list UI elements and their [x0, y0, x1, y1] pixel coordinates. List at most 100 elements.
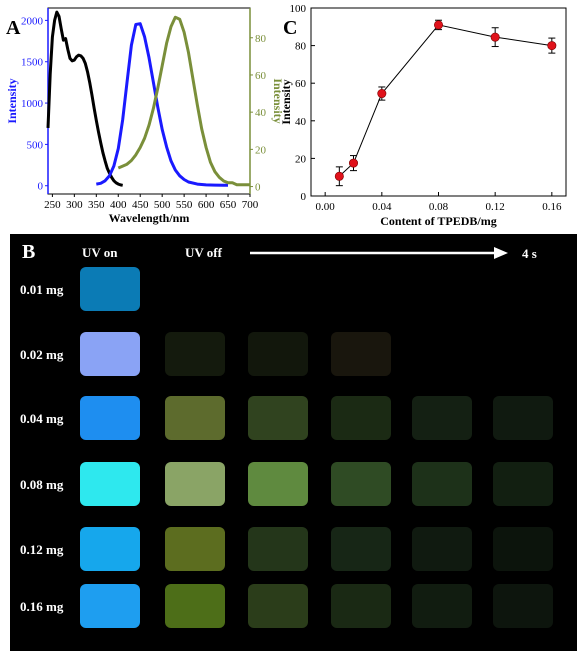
uv-off-sample: [331, 267, 391, 311]
row-label: 0.04 mg: [20, 411, 64, 426]
panel-a: A Intensity Intensity Wavelength/nm 250 3…: [5, 7, 285, 225]
uv-off-sample: [331, 462, 391, 506]
panel-c-data-point: [377, 89, 387, 99]
panel-b: B UV on UV off 4 s 0.01 mg 0.02 mg 0.04 mg…: [10, 234, 577, 651]
panel-a-left-ytick-label: 1000: [21, 98, 44, 110]
panel-a-xtick-label: 400: [110, 199, 127, 211]
panel-a-right-ytick-label: 60: [255, 70, 267, 82]
uv-off-sample: [493, 267, 553, 311]
uv-off-sample: [412, 396, 472, 440]
panel-a-xtick-label: 700: [242, 199, 259, 211]
uv-off-sample: [412, 267, 472, 311]
panel-c-ytick-label: 20: [295, 153, 307, 165]
panel-c-xlabel: Content of TPEDB/mg: [380, 214, 496, 228]
panel-a-right-ytick-label: 0: [255, 182, 261, 194]
header-uv-off: UV off: [185, 245, 223, 260]
uv-off-sample: [331, 527, 391, 571]
photo-rows: 0.01 mg 0.02 mg 0.04 mg 0.08 mg 0.12 mg 0.16 …: [20, 267, 553, 628]
panel-a-left-ytick-label: 1500: [21, 57, 44, 69]
panel-a-series-line-0: [46, 10, 123, 187]
panel-a-plot-frame: [47, 7, 251, 195]
row-label: 0.02 mg: [20, 347, 64, 362]
panel-a-left-ytick-label: 2000: [21, 15, 44, 27]
uv-off-sample: [412, 462, 472, 506]
panel-c-ytick-label: 80: [295, 41, 307, 53]
uv-off-sample: [493, 527, 553, 571]
uv-off-sample: [165, 267, 225, 311]
panel-a-xtick-label: 550: [176, 199, 193, 211]
panel-a-right-ytick-label: 40: [255, 107, 267, 119]
panel-a-left-ytick-label: 0: [38, 181, 44, 193]
panel-c-ytick-label: 40: [295, 116, 307, 128]
panel-c-xtick-label: 0.08: [429, 201, 449, 213]
uv-off-sample: [248, 332, 308, 376]
panel-a-xtick-label: 500: [154, 199, 171, 211]
header-uv-on: UV on: [82, 245, 118, 260]
panel-letter-b: B: [22, 241, 35, 263]
uv-off-sample: [165, 584, 225, 628]
uv-off-sample: [331, 396, 391, 440]
uv-off-sample: [165, 396, 225, 440]
panel-c-xtick-label: 0.12: [486, 201, 505, 213]
uv-off-sample: [412, 332, 472, 376]
panel-c-data-point: [348, 158, 358, 168]
row-label: 0.16 mg: [20, 599, 64, 614]
uv-on-sample: [80, 332, 140, 376]
row-label: 0.08 mg: [20, 477, 64, 492]
panel-letter-c: C: [283, 17, 297, 39]
panel-c-ytick-label: 0: [301, 191, 307, 203]
uv-off-sample: [248, 584, 308, 628]
uv-off-sample: [248, 267, 308, 311]
panel-c-ylabel: Intensity: [279, 79, 293, 124]
uv-on-sample: [80, 584, 140, 628]
panel-c-data-point: [547, 41, 557, 51]
panel-c-xtick-label: 0.04: [372, 201, 392, 213]
panel-a-xtick-label: 450: [132, 199, 149, 211]
row-label: 0.12 mg: [20, 542, 64, 557]
panel-c-plot-frame: [310, 7, 567, 197]
panel-c-xtick-label: 0.16: [542, 201, 562, 213]
panel-a-right-ytick-label: 80: [255, 33, 267, 45]
panel-a-right-ytick-label: 20: [255, 144, 267, 156]
panel-a-xtick-label: 300: [66, 199, 83, 211]
panel-a-xtick-label: 250: [44, 199, 61, 211]
time-arrow-head: [494, 247, 508, 259]
uv-off-sample: [165, 462, 225, 506]
uv-off-sample: [331, 584, 391, 628]
uv-off-sample: [412, 527, 472, 571]
panel-a-series-line-1: [96, 22, 228, 187]
panel-a-xtick-label: 350: [88, 199, 105, 211]
panel-letter-a: A: [6, 17, 21, 39]
uv-off-sample: [412, 584, 472, 628]
panel-a-series-line-2: [117, 15, 250, 187]
panel-c-data-point: [433, 20, 443, 30]
panel-a-right-ylabel: Intensity: [271, 78, 285, 123]
uv-off-sample: [493, 584, 553, 628]
uv-on-sample: [80, 462, 140, 506]
uv-off-sample: [165, 332, 225, 376]
panel-c-data-point: [490, 32, 500, 42]
uv-off-sample: [165, 527, 225, 571]
uv-on-sample: [80, 267, 140, 311]
panel-c-ytick-label: 100: [290, 3, 307, 15]
uv-off-sample: [493, 396, 553, 440]
panel-c-data-point: [334, 171, 344, 181]
panel-c-connecting-line: [338, 24, 552, 177]
uv-off-sample: [493, 332, 553, 376]
uv-off-sample: [331, 332, 391, 376]
panel-c-xtick-label: 0.00: [316, 201, 336, 213]
header-time: 4 s: [522, 246, 537, 261]
uv-off-sample: [493, 462, 553, 506]
panel-c-ytick-label: 60: [295, 78, 307, 90]
uv-on-sample: [80, 396, 140, 440]
panel-a-xtick-label: 600: [198, 199, 215, 211]
uv-on-sample: [80, 527, 140, 571]
panel-a-left-ytick-label: 500: [27, 139, 44, 151]
panel-a-left-ylabel: Intensity: [5, 78, 19, 123]
row-label: 0.01 mg: [20, 282, 64, 297]
uv-off-sample: [248, 396, 308, 440]
panel-a-xtick-label: 650: [220, 199, 237, 211]
uv-off-sample: [248, 462, 308, 506]
uv-off-sample: [248, 527, 308, 571]
